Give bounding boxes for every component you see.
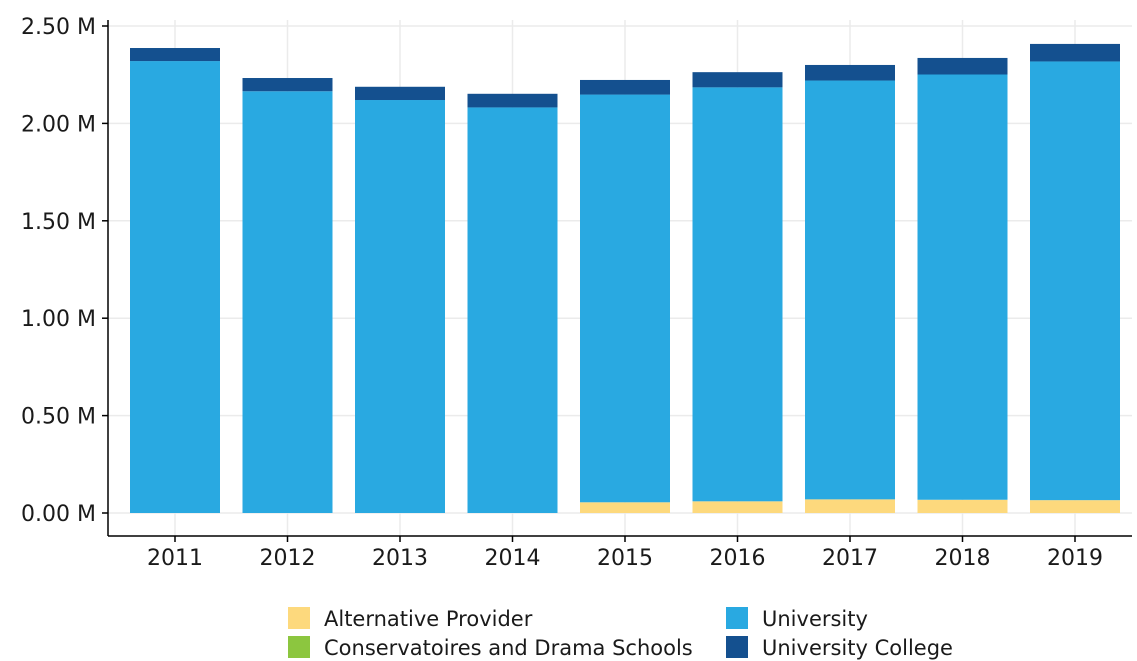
y-tick-label: 2.50 M (21, 15, 96, 40)
bar-2019-series-0 (1030, 500, 1120, 513)
bar-2011-series-3 (130, 48, 220, 62)
bar-2018-series-3 (917, 57, 1008, 75)
bar-2018-series-0 (917, 499, 1008, 513)
bars-layer (130, 43, 1120, 514)
bar-2016-series-3 (692, 72, 783, 88)
bar-2019-series-3 (1030, 43, 1120, 62)
x-tick-label: 2019 (1047, 546, 1103, 571)
bar-2013-series-2 (355, 100, 445, 514)
bar-2012-series-2 (242, 91, 333, 514)
x-tick-label: 2013 (372, 546, 428, 571)
x-tick-label: 2018 (935, 546, 991, 571)
y-tick-label: 0.50 M (21, 405, 96, 430)
x-tick-label: 2017 (822, 546, 878, 571)
x-tick-label: 2015 (597, 546, 653, 571)
legend: Alternative Provider Conservatoires and D… (288, 607, 953, 660)
y-tick-label: 1.50 M (21, 210, 96, 235)
bar-2013-series-3 (355, 86, 445, 101)
axes-layer: 0.00 M 0.50 M 1.00 M 1.50 M 2.00 M 2.50 M 2011… (21, 15, 1132, 571)
y-tick-label: 2.00 M (21, 112, 96, 137)
x-tick-label: 2016 (710, 546, 766, 571)
bar-2015-series-0 (580, 502, 670, 513)
legend-swatch (288, 636, 310, 658)
bar-2017-series-3 (805, 64, 895, 81)
y-tick-label: 1.00 M (21, 307, 96, 332)
bar-2018-series-2 (917, 74, 1008, 500)
legend-swatch (726, 607, 748, 629)
bar-2015-series-2 (580, 94, 670, 503)
legend-swatch (726, 636, 748, 658)
bar-2017-series-0 (805, 499, 895, 513)
legend-label: University (762, 607, 868, 631)
legend-swatch (288, 607, 310, 629)
legend-label: University College (762, 636, 953, 660)
bar-2012-series-3 (242, 78, 333, 92)
bar-2017-series-2 (805, 80, 895, 500)
bar-2016-series-0 (692, 501, 783, 513)
x-tick-label: 2014 (485, 546, 541, 571)
bar-2015-series-3 (580, 79, 670, 95)
x-tick-label: 2011 (147, 546, 203, 571)
bar-2014-series-3 (467, 93, 558, 108)
x-tick-label: 2012 (260, 546, 316, 571)
bar-2019-series-2 (1030, 61, 1120, 501)
bar-2014-series-2 (467, 107, 558, 514)
y-tick-label: 0.00 M (21, 502, 96, 527)
bar-2011-series-2 (130, 61, 220, 514)
bar-2016-series-2 (692, 87, 783, 502)
legend-label: Alternative Provider (324, 607, 533, 631)
legend-label: Conservatoires and Drama Schools (324, 636, 693, 660)
